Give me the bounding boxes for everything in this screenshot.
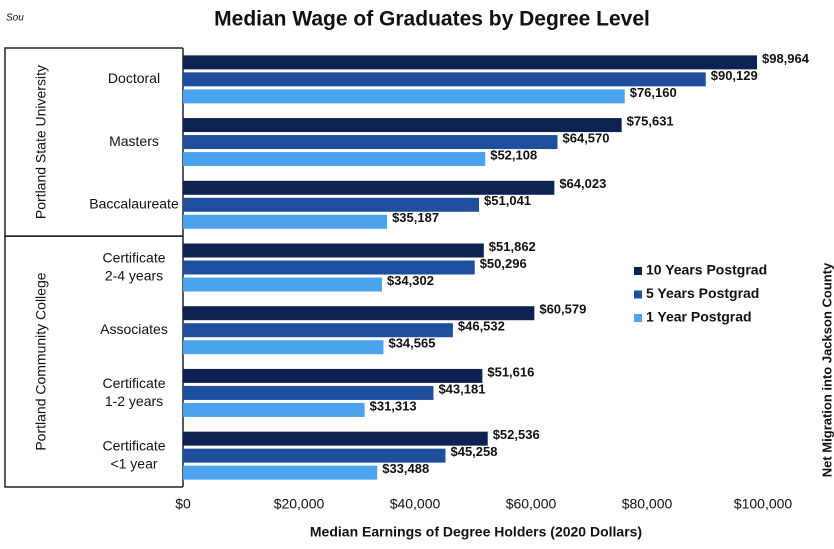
value-label: $98,964 — [762, 51, 810, 66]
bar — [183, 135, 558, 150]
legend-swatch — [634, 290, 642, 299]
x-tick-label: $0 — [175, 496, 191, 512]
category-label: Associates — [100, 321, 168, 337]
value-label: $64,570 — [563, 131, 610, 146]
bar — [183, 243, 484, 258]
x-tick-label: $40,000 — [390, 496, 441, 512]
value-label: $43,181 — [438, 381, 485, 396]
value-label: $34,565 — [388, 336, 435, 351]
legend-swatch — [634, 267, 642, 275]
bar — [183, 152, 486, 167]
category-label: Certificate <1 year — [102, 437, 165, 471]
bar — [183, 465, 378, 480]
legend-label: 5 Years Postgrad — [646, 285, 759, 301]
x-tick-label: $100,000 — [734, 496, 793, 512]
group-label: Portland State University — [33, 65, 49, 219]
bar — [183, 89, 625, 104]
bar — [183, 431, 488, 446]
group-bracket — [4, 235, 183, 488]
bar — [183, 306, 535, 321]
legend-label: 10 Years Postgrad — [646, 262, 767, 278]
category-label: Doctoral — [108, 70, 160, 86]
value-label: $33,488 — [382, 461, 429, 476]
x-tick-label: $20,000 — [274, 496, 325, 512]
value-label: $51,616 — [487, 364, 534, 379]
bar — [183, 118, 622, 133]
category-label: Baccalaureate — [89, 195, 179, 211]
x-tick-label: $60,000 — [506, 496, 557, 512]
value-label: $50,296 — [480, 256, 527, 271]
value-label: $90,129 — [711, 68, 758, 83]
value-label: $34,302 — [387, 273, 434, 288]
value-label: $51,862 — [489, 239, 536, 254]
category-label: Masters — [109, 133, 159, 149]
bar — [183, 323, 453, 338]
side-text: Net Migration into Jackson County — [819, 262, 834, 477]
chart-title: Median Wage of Graduates by Degree Level — [214, 8, 650, 31]
value-label: $75,631 — [627, 114, 674, 129]
value-label: $35,187 — [392, 210, 439, 225]
bar — [183, 368, 483, 383]
bar — [183, 180, 555, 195]
value-label: $31,313 — [370, 398, 417, 413]
legend-label: 1 Year Postgrad — [646, 309, 752, 325]
value-label: $52,108 — [490, 148, 537, 163]
value-label: $45,258 — [450, 444, 497, 459]
bar — [183, 197, 480, 212]
bar — [183, 214, 388, 229]
value-label: $52,536 — [493, 427, 540, 442]
category-label: Certificate 1-2 years — [102, 375, 165, 409]
source-fragment: Sou — [6, 13, 24, 24]
value-label: $46,532 — [458, 319, 505, 334]
x-axis-title: Median Earnings of Degree Holders (2020 … — [310, 524, 642, 540]
bar — [183, 340, 384, 355]
category-label: Certificate 2-4 years — [102, 249, 165, 283]
value-label: $60,579 — [539, 302, 586, 317]
value-label: $64,023 — [559, 176, 606, 191]
bar — [183, 385, 434, 400]
value-label: $51,041 — [484, 193, 531, 208]
bar — [183, 402, 365, 417]
bar — [183, 448, 446, 463]
bar — [183, 72, 706, 87]
bar — [183, 277, 382, 292]
legend-swatch — [634, 314, 642, 322]
bar — [183, 55, 757, 70]
x-tick-label: $80,000 — [622, 496, 673, 512]
value-label: $76,160 — [630, 85, 677, 100]
group-label: Portland Community College — [33, 272, 49, 450]
bar — [183, 260, 475, 275]
